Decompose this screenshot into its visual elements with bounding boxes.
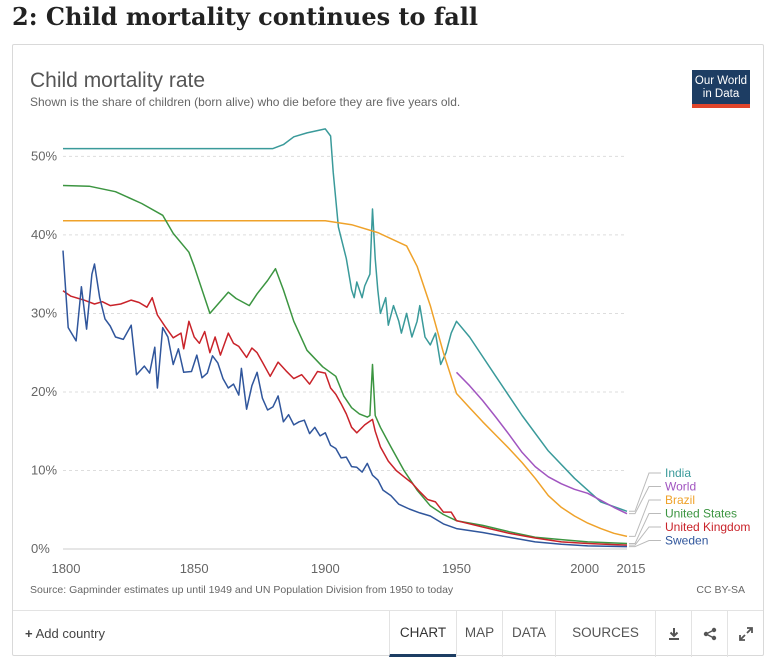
logo-line-2: in Data — [702, 88, 740, 100]
leader-line-india — [629, 472, 661, 512]
add-country-button[interactable]: + Add country — [25, 626, 105, 641]
y-tick-label: 50% — [31, 148, 57, 163]
add-country-label: Add country — [35, 626, 105, 641]
download-button[interactable] — [655, 611, 691, 657]
leader-line-sweden — [629, 540, 661, 548]
series-line-united-kingdom — [62, 290, 628, 546]
chart-subtitle: Shown is the share of children (born ali… — [30, 95, 461, 109]
leader-line-world — [629, 486, 661, 515]
leader-line-brazil — [629, 499, 661, 537]
chart-title: Child mortality rate — [30, 69, 206, 92]
y-tick-label: 30% — [31, 305, 57, 320]
line-chart: 0% 10% 20% 30% 40% 50% 1800 1850 1900 1950 2000 201… — [31, 128, 750, 576]
series-label-united-states: United States — [665, 507, 737, 521]
page-heading: 2: Child mortality continues to fall — [12, 2, 479, 31]
download-icon — [668, 628, 679, 640]
series-label-india: India — [665, 466, 691, 480]
series-label-brazil: Brazil — [665, 493, 695, 507]
x-tick-label: 1800 — [52, 561, 81, 576]
expand-button[interactable] — [727, 611, 763, 657]
series-line-brazil — [63, 220, 628, 538]
x-tick-label: 1900 — [311, 561, 340, 576]
series-line-sweden — [62, 250, 628, 548]
logo-line-1: Our World — [694, 75, 748, 87]
series-line-world — [455, 371, 628, 515]
plus-icon: + — [25, 626, 33, 641]
series-label-sweden: Sweden — [665, 534, 708, 548]
tab-map[interactable]: MAP — [456, 611, 502, 657]
tab-chart[interactable]: CHART — [389, 611, 456, 657]
share-button[interactable] — [691, 611, 727, 657]
y-tick-label: 10% — [31, 462, 57, 477]
share-icon — [703, 627, 716, 641]
series-label-united-kingdom: United Kingdom — [665, 520, 750, 534]
chart-controls-bar: + Add country CHART MAP DATA SOURCES — [13, 610, 763, 657]
source-note: Source: Gapminder estimates up until 194… — [30, 584, 454, 596]
y-tick-label: 20% — [31, 384, 57, 399]
series-line-india — [63, 128, 628, 513]
x-tick-label: 2015 — [617, 561, 646, 576]
tab-data[interactable]: DATA — [502, 611, 555, 657]
chart-card: Child mortality rate Shown is the share … — [12, 44, 764, 657]
x-tick-label: 1850 — [180, 561, 209, 576]
tab-sources[interactable]: SOURCES — [555, 611, 655, 657]
license-note[interactable]: CC BY-SA — [696, 584, 745, 596]
y-tick-label: 40% — [31, 227, 57, 242]
y-tick-label: 0% — [31, 541, 50, 556]
series-label-world: World — [665, 480, 696, 494]
expand-icon — [738, 627, 753, 641]
x-tick-label: 1950 — [442, 561, 471, 576]
leader-line-united-states — [629, 513, 661, 545]
series-line-united-states — [62, 184, 628, 545]
x-tick-label: 2000 — [570, 561, 599, 576]
owid-logo[interactable]: Our World in Data — [692, 70, 750, 108]
leader-line-united-kingdom — [629, 526, 661, 546]
